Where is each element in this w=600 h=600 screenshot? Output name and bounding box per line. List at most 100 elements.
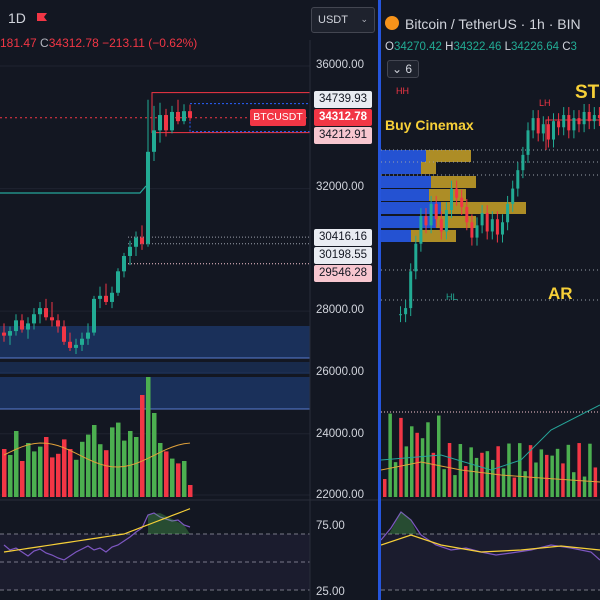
volume-bar: [426, 422, 430, 497]
volume-profile-bar: [421, 162, 436, 174]
rsi-band: [0, 534, 310, 590]
volume-bar: [469, 447, 473, 497]
volume-ma-line: [3, 442, 191, 468]
daily-chart-canvas[interactable]: [0, 0, 378, 600]
volume-bar: [442, 469, 446, 497]
candle-body: [128, 246, 132, 256]
volume-ma-line: [381, 461, 600, 483]
demand-zone: [0, 326, 310, 358]
flag-icon[interactable]: [36, 12, 48, 24]
bitcoin-icon: [385, 16, 399, 30]
ar-annotation: AR: [548, 284, 573, 303]
candle-body: [122, 255, 126, 272]
volume-bar: [480, 452, 484, 497]
volume-profile-bar: [426, 150, 471, 162]
rsi-axis-label: 75.00: [316, 520, 345, 532]
volume-bar: [561, 463, 565, 497]
rsi-pane: [0, 500, 310, 600]
candle-body: [44, 308, 48, 318]
volume-bar: [593, 467, 598, 497]
close-value: 3: [570, 41, 577, 53]
volume-bar: [182, 461, 187, 497]
candle-body: [429, 203, 433, 226]
volume-profile-bar: [411, 230, 456, 242]
volume-profile-bar: [381, 176, 431, 188]
price-tag-level1: 30416.16: [314, 229, 372, 246]
demand-zone: [0, 362, 310, 374]
candle-body: [541, 124, 545, 134]
candle-body: [62, 326, 66, 342]
volume-bar: [523, 471, 527, 497]
open-value: 34270.42: [393, 41, 442, 53]
candle-body: [501, 222, 504, 235]
candle-body: [170, 111, 174, 131]
volume-bar: [170, 458, 175, 497]
rsi-band: [381, 534, 600, 590]
pane-divider[interactable]: [378, 0, 381, 600]
volume-bar: [458, 444, 463, 497]
volume-profile-bar: [381, 230, 411, 242]
rsi-line: [3, 512, 191, 561]
indicators-toggle-button[interactable]: ⌄ 6: [387, 60, 419, 78]
candle-body: [38, 308, 42, 315]
volume-bar: [588, 443, 592, 497]
candle-body: [470, 222, 474, 238]
candle-body: [404, 308, 408, 315]
buy-cinemax-label: Buy Cinemax: [385, 117, 474, 133]
volume-bar: [104, 450, 109, 497]
close-label: C: [40, 36, 49, 50]
price-tag-level2: 30198.55: [314, 247, 372, 264]
volume-bar: [110, 427, 115, 497]
volume-bar: [20, 461, 25, 497]
candle-body: [567, 115, 571, 131]
candle-body: [562, 115, 566, 128]
volume-bar: [485, 451, 490, 497]
candle-body: [577, 118, 581, 125]
candle-body: [536, 118, 540, 134]
hourly-chart-pane[interactable]: Bitcoin / TetherUS · 1h · BIN O34270.42 …: [381, 0, 600, 600]
candle-body: [68, 341, 72, 348]
volume-bar: [577, 443, 581, 497]
candle-body: [465, 206, 469, 223]
price-tag-current: 34312.78: [314, 109, 372, 126]
volume-bar: [383, 479, 387, 497]
resistance-box: [545, 119, 600, 150]
volume-bar: [26, 443, 31, 497]
candle-body: [2, 332, 6, 336]
volume-profile-bar: [381, 150, 426, 162]
price-tag-upper: 34739.93: [314, 91, 372, 108]
timeframe-label[interactable]: 1D: [8, 10, 26, 26]
volume-bar: [98, 444, 103, 497]
candle-body: [439, 219, 443, 232]
currency-button[interactable]: USDT ⌄: [311, 7, 375, 33]
volume-bar: [453, 475, 457, 497]
volume-bar: [14, 431, 19, 497]
close-label: C: [562, 41, 571, 53]
volume-bar: [550, 455, 554, 497]
volume-bar: [447, 443, 452, 497]
volume-bar: [128, 431, 133, 497]
candle-body: [26, 323, 30, 330]
symbol-title[interactable]: Bitcoin / TetherUS · 1h · BIN: [405, 16, 581, 32]
candle-body: [582, 111, 586, 125]
candle-body: [116, 271, 120, 293]
candle-body: [182, 111, 186, 122]
price-tag-level3: 29546.28: [314, 265, 372, 282]
candle-body: [110, 292, 114, 302]
candle-body: [460, 197, 464, 207]
candle-body: [92, 298, 96, 333]
candle-body: [399, 314, 402, 316]
candle-body: [56, 320, 60, 327]
volume-bar: [8, 455, 13, 497]
volume-bar: [566, 444, 571, 497]
low-label: L: [504, 41, 512, 53]
hourly-chart-canvas[interactable]: [381, 0, 600, 600]
st-annotation: ST: [575, 82, 600, 103]
price-tag-lower: 34212.91: [314, 127, 372, 144]
candle-body: [50, 317, 54, 321]
volume-bar: [518, 443, 522, 497]
candle-body: [134, 237, 138, 247]
volume-bar: [158, 443, 163, 497]
daily-chart-pane[interactable]: 1D 181.47 C34312.78 −213.11 (−0.62%) USD…: [0, 0, 378, 600]
candle-body: [455, 188, 459, 198]
